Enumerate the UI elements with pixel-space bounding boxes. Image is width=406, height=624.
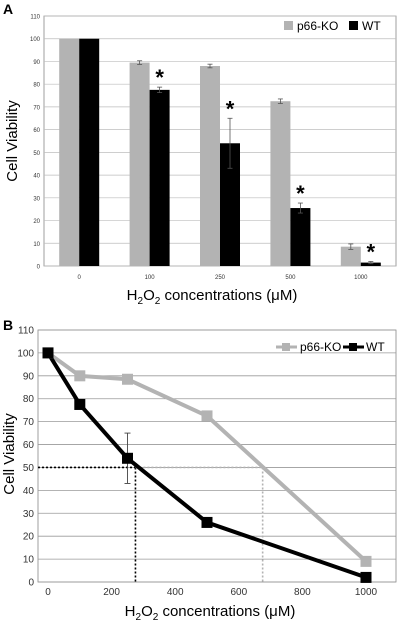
data-point-p66-ko [122, 373, 133, 385]
y-tick-label: 80 [23, 394, 35, 405]
y-ticks-b: 0 10 20 30 40 50 60 70 80 90 100 110 [17, 326, 34, 589]
significance-marker: * [367, 239, 376, 264]
y-tick-label: 90 [23, 371, 35, 382]
legend-label-wt-a: WT [362, 19, 381, 33]
bar-wt-1000 [360, 262, 381, 266]
x-axis-label-a: H2O2 concentrations (μM) [127, 287, 298, 307]
reference-lines-b [38, 466, 264, 582]
legend-b: p66-KO WT [276, 340, 385, 354]
line-chart-panel: 0 10 20 30 40 50 60 70 80 90 100 110 0 200 400 600 800 1… [1, 326, 397, 623]
y-tick-label: 110 [30, 15, 40, 21]
y-tick-label: 60 [33, 128, 40, 134]
panel-label-b: B [3, 317, 13, 333]
x-tick-label: 500 [285, 275, 296, 281]
series-line-p66-ko [46, 351, 368, 563]
y-tick-label: 100 [30, 37, 41, 43]
significance-marker: * [226, 96, 235, 121]
legend-label-wt-b: WT [366, 340, 385, 354]
legend-swatch-wt-a [349, 21, 358, 30]
bar-p66-ko-500 [270, 101, 291, 267]
legend-marker-p66ko-b [282, 343, 290, 351]
series-lines-b [42, 347, 372, 583]
bar-wt-100 [149, 89, 170, 266]
x-tick-label: 0 [78, 275, 82, 281]
y-axis-label-b: Cell Viability [1, 413, 18, 495]
y-tick-label: 20 [33, 219, 40, 225]
data-point-p66-ko [360, 555, 372, 567]
y-tick-label: 60 [23, 440, 35, 451]
y-tick-label: 80 [33, 83, 40, 89]
y-tick-label: 10 [33, 242, 40, 248]
bar-chart-panel: 0 10 20 30 40 50 60 70 80 90 100 110 * * * * 0 100 250 50… [4, 15, 397, 307]
y-tick-label: 50 [23, 463, 35, 474]
bar-p66-ko-1000 [340, 246, 361, 266]
y-tick-label: 10 [23, 555, 35, 566]
y-tick-label: 50 [33, 151, 40, 157]
bar-p66-ko-0 [59, 38, 80, 267]
significance-marker: * [155, 65, 164, 90]
data-point-p66-ko [74, 370, 86, 382]
y-tick-label: 0 [37, 265, 41, 271]
x-tick-label: 250 [215, 275, 226, 281]
y-tick-label: 30 [33, 196, 40, 202]
legend-swatch-p66ko-a [284, 21, 293, 30]
x-ticks-a: 0 100 250 500 1000 [78, 275, 369, 281]
y-axis-label-a: Cell Viability [4, 100, 21, 182]
x-axis-label-b: H2O2 concentrations (μM) [125, 603, 296, 623]
plot-frame-b [37, 329, 397, 583]
x-tick-label: 1000 [354, 275, 368, 281]
data-point-p66-ko [201, 410, 213, 422]
x-tick-label: 1000 [355, 587, 378, 598]
x-tick-label: 200 [103, 587, 120, 598]
y-ticks-a: 0 10 20 30 40 50 60 70 80 90 100 110 [30, 15, 41, 271]
bar-wt-0 [79, 38, 100, 267]
x-tick-label: 0 [45, 587, 51, 598]
legend-marker-wt-b [349, 343, 357, 351]
y-tick-label: 0 [28, 578, 34, 589]
y-tick-label: 100 [17, 348, 34, 359]
y-tick-label: 90 [33, 60, 40, 66]
y-tick-label: 40 [33, 174, 40, 180]
bar-wt-250 [220, 143, 240, 266]
y-tick-label: 70 [33, 105, 40, 111]
bar-p66-ko-250 [200, 66, 220, 266]
y-tick-label: 110 [18, 326, 34, 337]
series-line-wt [46, 351, 367, 580]
panel-label-a: A [3, 1, 13, 17]
bar-wt-500 [290, 208, 311, 266]
bars-a: * * * * [59, 38, 381, 267]
x-tick-label: 800 [294, 587, 311, 598]
x-tick-label: 100 [145, 275, 156, 281]
x-tick-label: 600 [230, 587, 247, 598]
data-point-wt [360, 571, 372, 583]
legend-label-p66ko-b: p66-KO [300, 340, 341, 354]
gridlines-b [38, 329, 396, 583]
y-tick-label: 40 [23, 486, 35, 497]
data-point-wt [74, 398, 86, 410]
legend-label-p66ko-a: p66-KO [297, 19, 338, 33]
x-ticks-b: 0 200 400 600 800 1000 [45, 587, 377, 598]
significance-marker: * [296, 181, 305, 206]
y-tick-label: 30 [23, 509, 35, 520]
data-point-wt [122, 452, 133, 464]
x-tick-label: 400 [167, 587, 184, 598]
legend-a: p66-KO WT [284, 19, 381, 33]
data-point-wt [201, 516, 213, 528]
y-tick-label: 20 [23, 532, 35, 543]
data-point-wt [42, 347, 54, 359]
y-tick-label: 70 [23, 417, 35, 428]
bar-p66-ko-100 [129, 62, 150, 266]
